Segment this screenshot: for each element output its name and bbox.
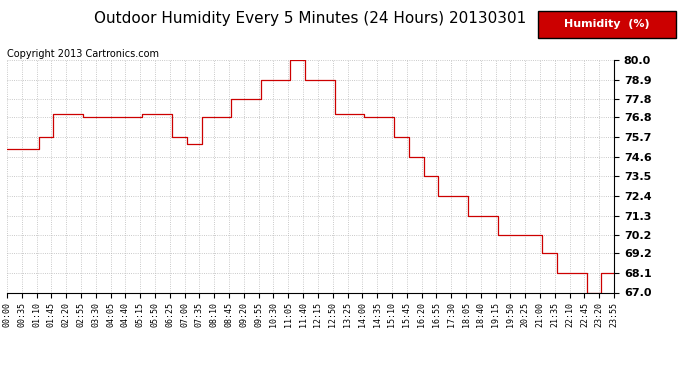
Text: Humidity  (%): Humidity (%)	[564, 20, 650, 29]
Text: Outdoor Humidity Every 5 Minutes (24 Hours) 20130301: Outdoor Humidity Every 5 Minutes (24 Hou…	[95, 11, 526, 26]
Text: Copyright 2013 Cartronics.com: Copyright 2013 Cartronics.com	[7, 49, 159, 59]
